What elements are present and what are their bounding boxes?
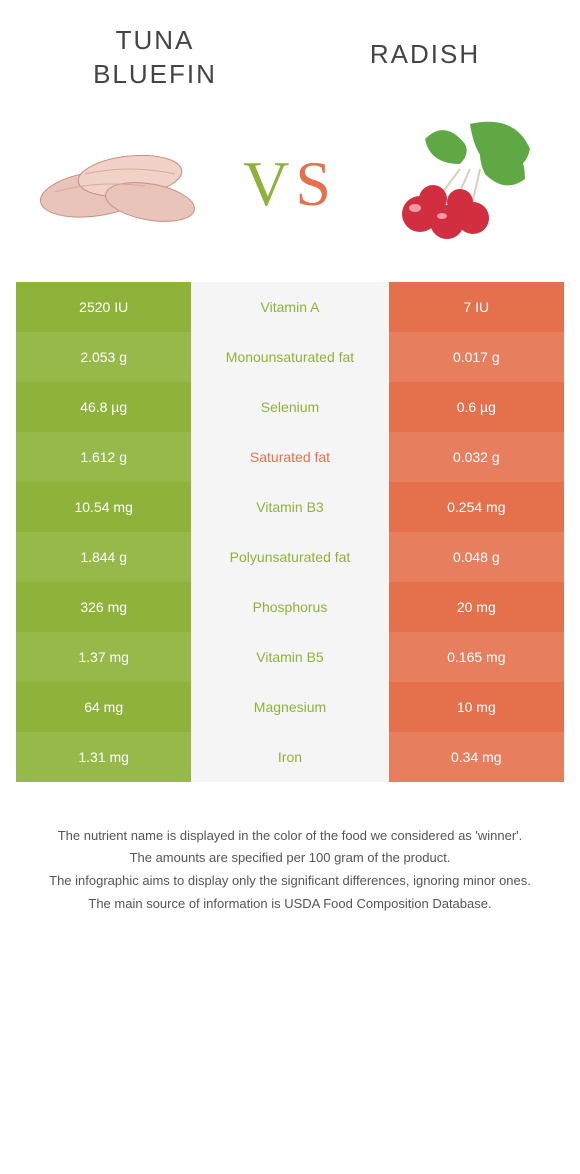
vs-label: VS	[243, 147, 337, 221]
infographic-container: Tuna Bluefin Radish VS	[0, 0, 580, 1174]
nutrient-name-cell: Vitamin B3	[191, 482, 388, 532]
left-value-cell: 2520 IU	[16, 282, 191, 332]
left-value-cell: 10.54 mg	[16, 482, 191, 532]
right-value-cell: 10 mg	[389, 682, 564, 732]
right-value-cell: 0.34 mg	[389, 732, 564, 782]
left-title-line2: Bluefin	[93, 59, 217, 89]
nutrient-name-cell: Monounsaturated fat	[191, 332, 388, 382]
table-row: 326 mgPhosphorus20 mg	[16, 582, 564, 632]
nutrient-name-cell: Iron	[191, 732, 388, 782]
hero-row: VS	[0, 104, 580, 282]
footnote-line: The main source of information is USDA F…	[28, 894, 552, 915]
right-value-cell: 0.048 g	[389, 532, 564, 582]
radish-image	[375, 114, 545, 254]
nutrient-name-cell: Magnesium	[191, 682, 388, 732]
right-value-cell: 20 mg	[389, 582, 564, 632]
nutrient-name-cell: Saturated fat	[191, 432, 388, 482]
nutrient-name-cell: Vitamin B5	[191, 632, 388, 682]
left-value-cell: 2.053 g	[16, 332, 191, 382]
tuna-image	[35, 114, 205, 254]
left-food-title: Tuna Bluefin	[20, 24, 290, 92]
left-value-cell: 46.8 µg	[16, 382, 191, 432]
left-value-cell: 326 mg	[16, 582, 191, 632]
table-row: 1.31 mgIron0.34 mg	[16, 732, 564, 782]
footnote-line: The amounts are specified per 100 gram o…	[28, 848, 552, 869]
left-value-cell: 1.612 g	[16, 432, 191, 482]
table-row: 2.053 gMonounsaturated fat0.017 g	[16, 332, 564, 382]
right-value-cell: 0.6 µg	[389, 382, 564, 432]
left-value-cell: 1.37 mg	[16, 632, 191, 682]
nutrient-table: 2520 IUVitamin A7 IU2.053 gMonounsaturat…	[16, 282, 564, 782]
right-value-cell: 7 IU	[389, 282, 564, 332]
table-row: 64 mgMagnesium10 mg	[16, 682, 564, 732]
nutrient-name-cell: Selenium	[191, 382, 388, 432]
footnote-line: The nutrient name is displayed in the co…	[28, 826, 552, 847]
right-value-cell: 0.165 mg	[389, 632, 564, 682]
nutrient-name-cell: Polyunsaturated fat	[191, 532, 388, 582]
left-title-line1: Tuna	[116, 25, 195, 55]
table-row: 1.612 gSaturated fat0.032 g	[16, 432, 564, 482]
nutrient-name-cell: Vitamin A	[191, 282, 388, 332]
left-value-cell: 64 mg	[16, 682, 191, 732]
footnote-line: The infographic aims to display only the…	[28, 871, 552, 892]
left-value-cell: 1.844 g	[16, 532, 191, 582]
table-row: 1.37 mgVitamin B50.165 mg	[16, 632, 564, 682]
footnotes: The nutrient name is displayed in the co…	[0, 782, 580, 917]
header-right: Radish	[290, 24, 560, 92]
right-food-title: Radish	[290, 38, 560, 72]
radish-icon	[375, 114, 545, 254]
right-title: Radish	[370, 39, 480, 69]
right-value-cell: 0.254 mg	[389, 482, 564, 532]
header-left: Tuna Bluefin	[20, 24, 290, 92]
left-value-cell: 1.31 mg	[16, 732, 191, 782]
table-row: 1.844 gPolyunsaturated fat0.048 g	[16, 532, 564, 582]
table-row: 46.8 µgSelenium0.6 µg	[16, 382, 564, 432]
header: Tuna Bluefin Radish	[0, 0, 580, 104]
table-row: 10.54 mgVitamin B30.254 mg	[16, 482, 564, 532]
table-row: 2520 IUVitamin A7 IU	[16, 282, 564, 332]
right-value-cell: 0.017 g	[389, 332, 564, 382]
nutrient-name-cell: Phosphorus	[191, 582, 388, 632]
tuna-icon	[35, 124, 205, 244]
right-value-cell: 0.032 g	[389, 432, 564, 482]
